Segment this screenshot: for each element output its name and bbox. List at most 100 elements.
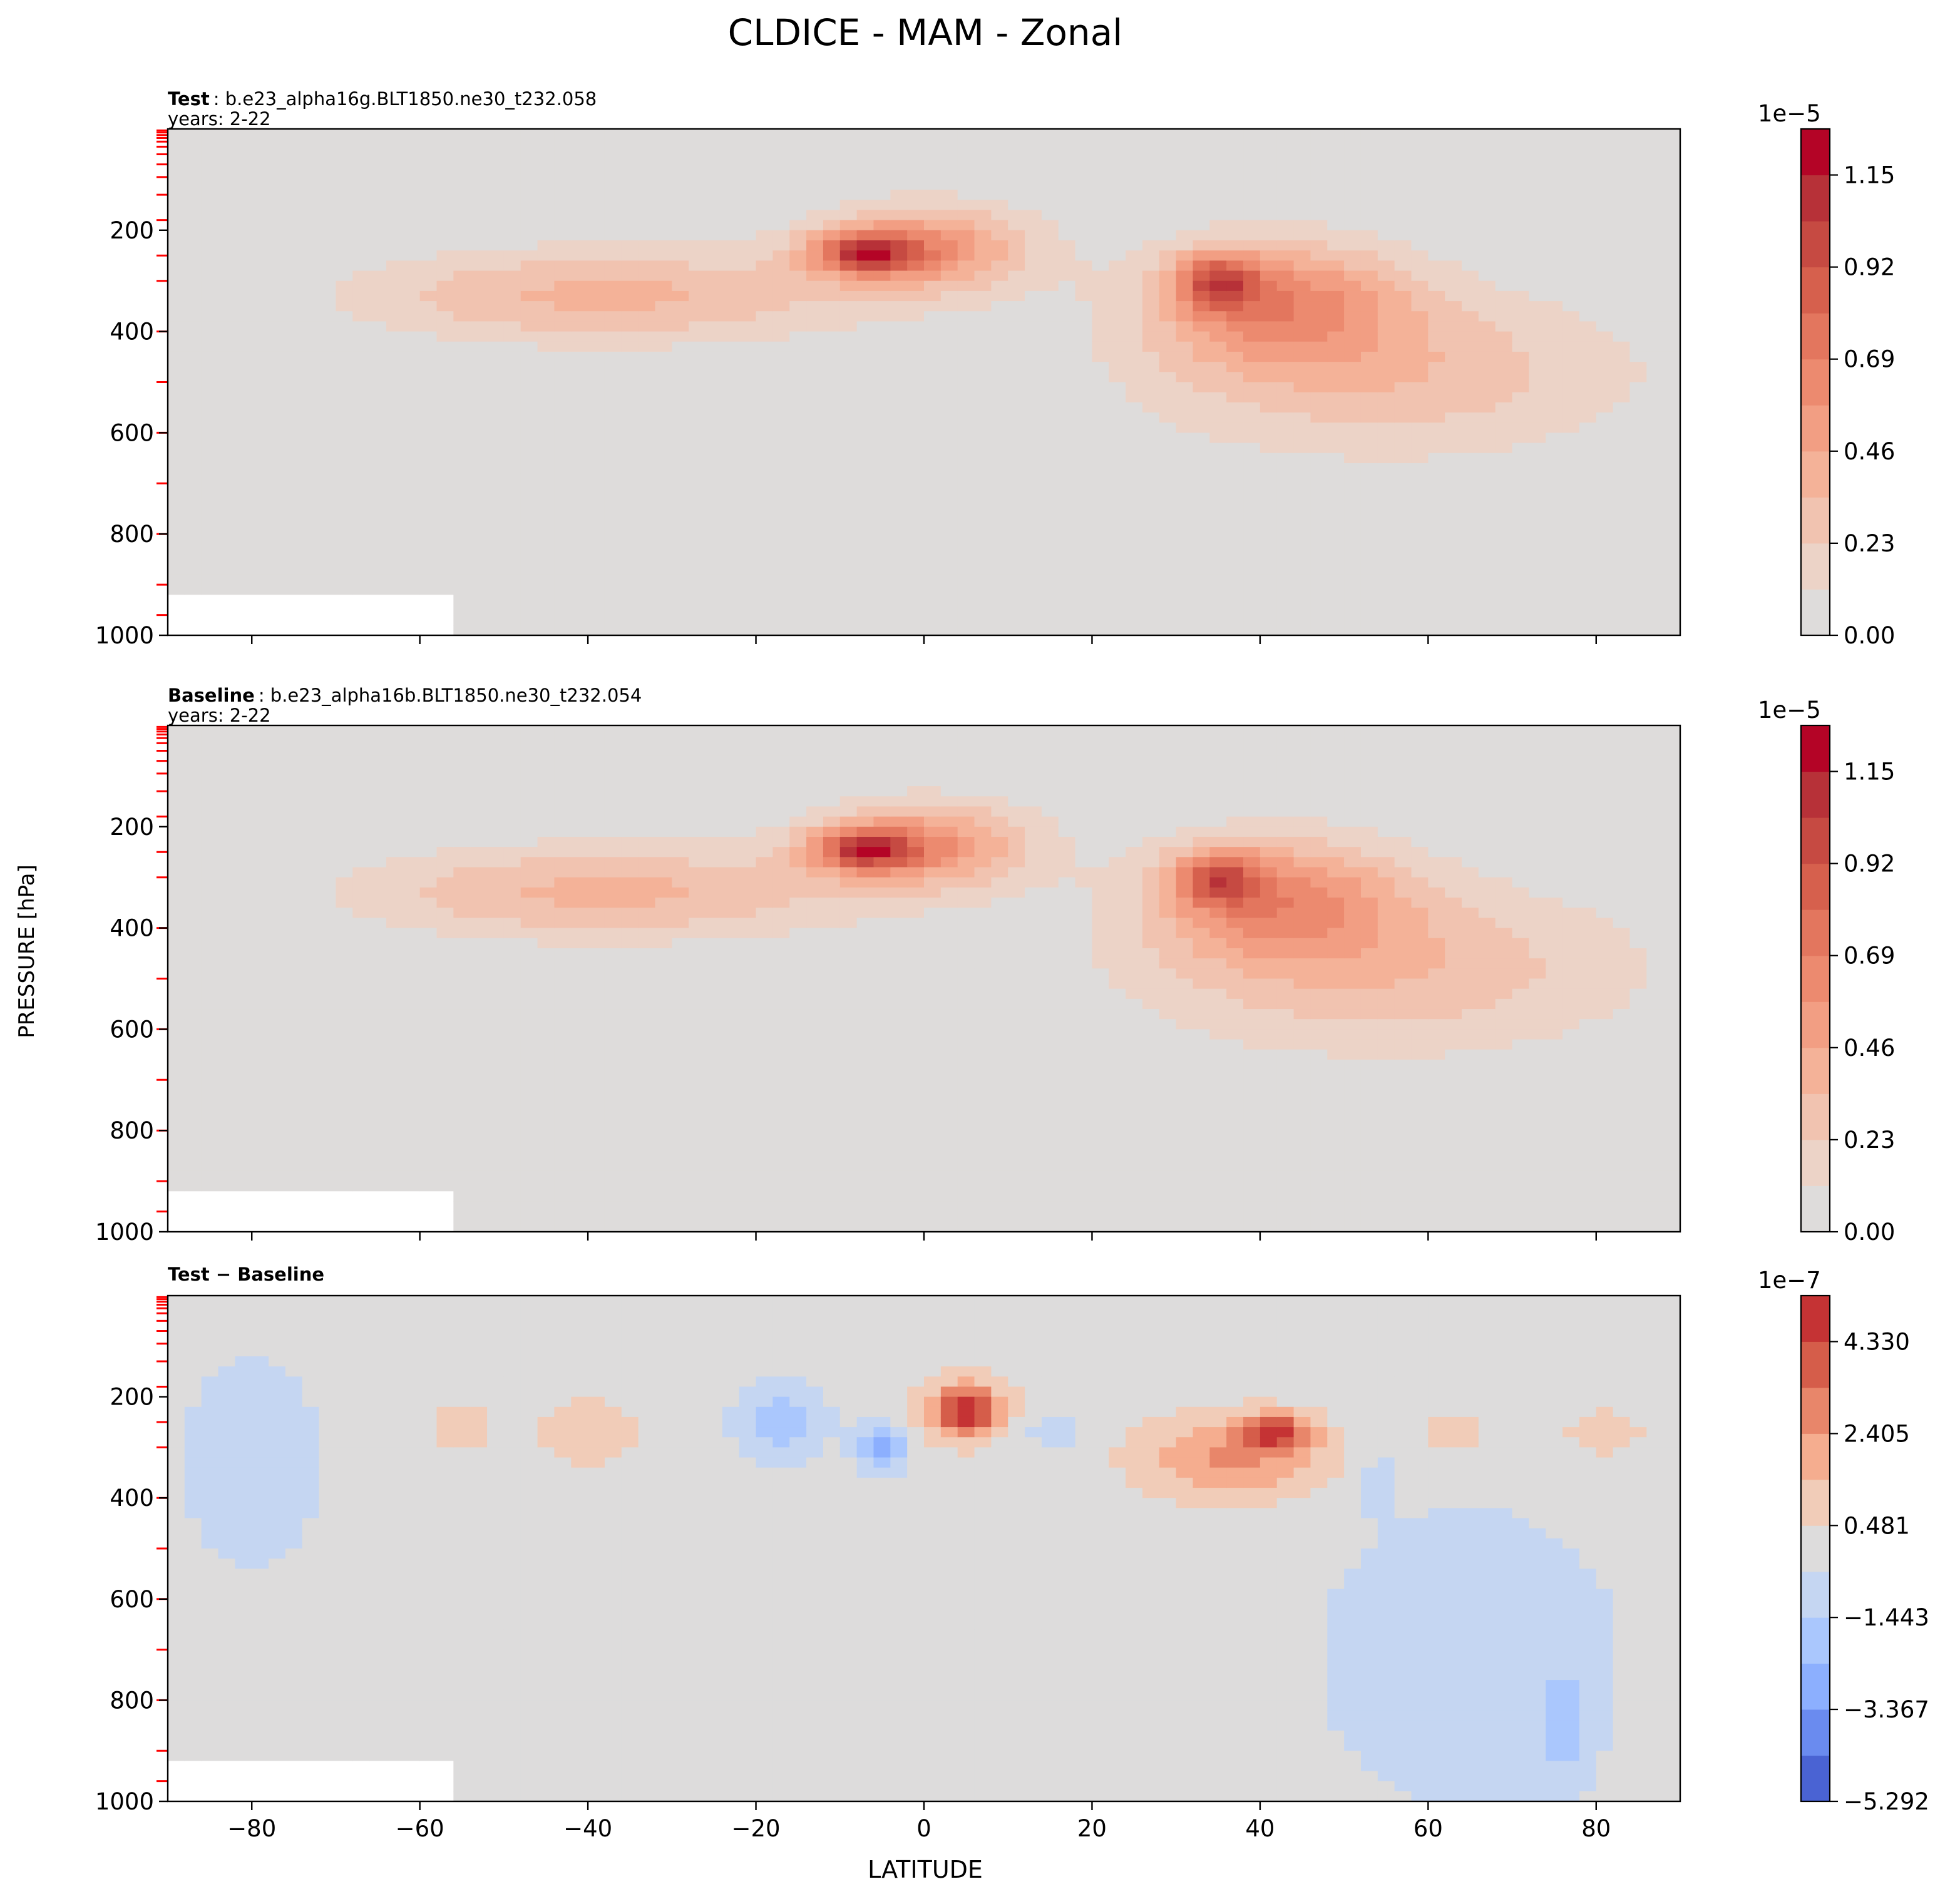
field-cell	[252, 735, 269, 746]
field-cell	[1008, 625, 1025, 636]
field-cell	[285, 847, 303, 857]
field-cell	[1377, 443, 1395, 454]
field-cell	[1529, 473, 1546, 484]
field-cell	[201, 978, 219, 990]
field-cell	[503, 544, 521, 555]
field-cell	[1394, 210, 1412, 221]
field-cell	[1562, 605, 1580, 616]
field-cell	[604, 129, 622, 140]
field-cell	[1226, 422, 1244, 433]
field-cell	[1663, 169, 1681, 180]
field-cell	[168, 230, 185, 241]
field-cell	[1377, 503, 1395, 514]
field-cell	[218, 574, 235, 585]
field-cell	[1663, 129, 1681, 140]
field-cell	[705, 220, 723, 231]
field-cell	[1428, 290, 1445, 302]
field-cell	[806, 463, 824, 474]
field-cell	[1276, 321, 1295, 332]
field-cell	[806, 402, 824, 413]
field-cell	[168, 585, 185, 595]
field-cell	[907, 260, 925, 272]
field-cell	[487, 169, 505, 180]
field-cell	[386, 290, 404, 302]
field-cell	[1058, 402, 1076, 413]
field-cell	[1092, 595, 1109, 606]
field-cell	[739, 351, 757, 362]
field-cell	[1462, 443, 1479, 454]
field-cell	[1058, 129, 1076, 140]
field-cell	[1529, 595, 1546, 606]
field-cell	[1310, 503, 1328, 514]
field-cell	[705, 362, 723, 372]
field-cell	[184, 341, 202, 352]
field-cell	[403, 220, 421, 231]
field-cell	[772, 190, 790, 200]
field-cell	[1126, 493, 1143, 504]
field-cell	[655, 372, 672, 383]
field-cell	[470, 331, 488, 342]
colorbar-segment	[1801, 129, 1830, 176]
field-cell	[1193, 422, 1210, 433]
field-cell	[1209, 534, 1227, 545]
field-cell	[201, 1160, 219, 1172]
field-cell	[1360, 200, 1378, 211]
field-cell	[235, 938, 252, 949]
field-cell	[470, 240, 488, 251]
field-cell	[201, 524, 219, 535]
field-cell	[1596, 220, 1614, 231]
field-cell	[1646, 139, 1664, 150]
field-cell	[1495, 443, 1513, 454]
field-cell	[184, 139, 202, 150]
field-cell	[772, 554, 790, 565]
field-cell	[1058, 625, 1076, 636]
field-cell	[1209, 503, 1227, 514]
field-cell	[756, 159, 773, 170]
field-cell	[1159, 534, 1177, 545]
field-cell	[386, 402, 404, 413]
field-cell	[655, 574, 672, 585]
field-cell	[1075, 564, 1093, 575]
field-cell	[419, 463, 438, 474]
field-cell	[285, 1140, 303, 1152]
field-cell	[722, 564, 740, 575]
field-cell	[369, 453, 387, 464]
field-cell	[168, 1059, 185, 1070]
field-cell	[957, 362, 975, 372]
field-cell	[1394, 341, 1412, 352]
field-cell	[1075, 544, 1093, 555]
field-cell	[1445, 473, 1462, 484]
field-cell	[940, 422, 958, 433]
field-cell	[1075, 179, 1093, 190]
field-cell	[722, 443, 740, 454]
field-cell	[1512, 290, 1529, 302]
field-cell	[235, 978, 252, 990]
field-cell	[1327, 382, 1345, 393]
field-cell	[1276, 453, 1295, 464]
field-cell	[1512, 443, 1529, 454]
field-cell	[1394, 362, 1412, 372]
field-cell	[201, 443, 219, 454]
field-cell	[1579, 270, 1597, 282]
field-cell	[218, 1160, 235, 1172]
field-cell	[1193, 595, 1210, 606]
field-cell	[907, 159, 925, 170]
field-cell	[1327, 351, 1345, 362]
field-cell	[839, 200, 858, 211]
field-cell	[1394, 382, 1412, 393]
field-cell	[201, 595, 219, 606]
field-cell	[974, 351, 992, 362]
field-cell	[1025, 129, 1042, 140]
field-cell	[1495, 625, 1513, 636]
field-cell	[503, 493, 521, 504]
field-cell	[403, 534, 421, 545]
field-cell	[1193, 200, 1210, 211]
field-cell	[369, 524, 387, 535]
field-cell	[1293, 260, 1311, 272]
field-cell	[1209, 260, 1227, 272]
field-cell	[285, 988, 303, 1000]
field-cell	[1260, 280, 1278, 292]
field-cell	[1193, 311, 1210, 322]
field-cell	[235, 1080, 252, 1091]
field-cell	[1008, 483, 1025, 494]
